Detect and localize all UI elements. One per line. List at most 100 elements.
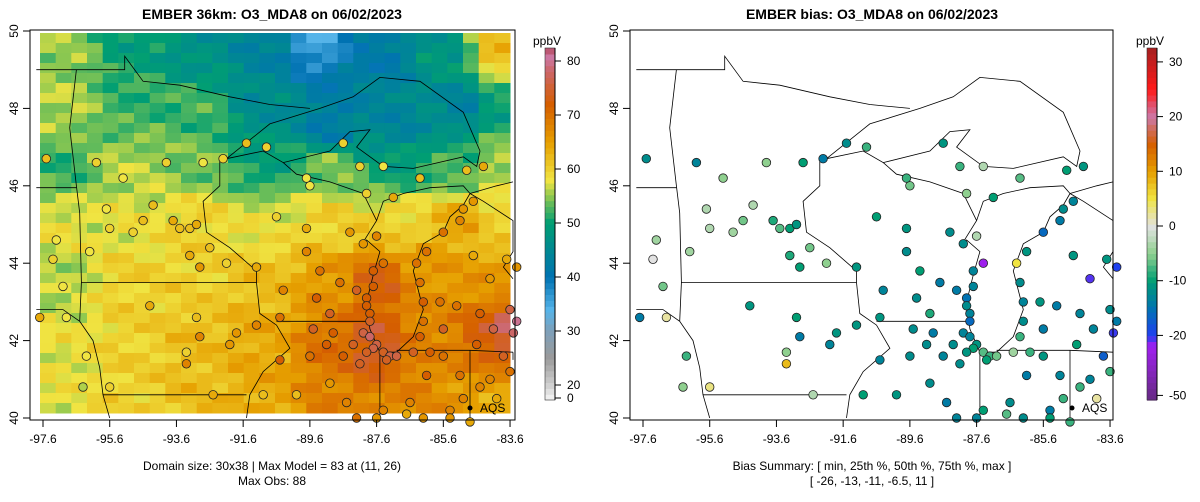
grid-cell	[55, 33, 72, 44]
colorbar-segment	[1147, 312, 1157, 319]
site-marker	[381, 355, 392, 365]
grid-cell	[306, 373, 323, 384]
colorbar-segment	[545, 206, 555, 213]
grid-cell	[228, 283, 245, 294]
grid-cell	[196, 313, 213, 324]
grid-cell	[369, 403, 386, 414]
grid-cell	[400, 263, 417, 274]
grid-cell	[384, 313, 401, 324]
grid-cell	[478, 383, 495, 394]
grid-cell	[478, 83, 495, 94]
grid-cell	[337, 193, 354, 204]
site-marker	[191, 219, 202, 230]
grid-cell	[463, 203, 480, 214]
grid-cell	[118, 323, 135, 334]
grid-cell	[71, 143, 88, 154]
grid-cell	[134, 113, 151, 124]
grid-cell	[134, 143, 151, 154]
grid-cell	[181, 393, 198, 404]
grid-cell	[196, 113, 213, 124]
site-marker	[161, 157, 172, 168]
grid-cell	[494, 83, 511, 94]
grid-cell	[337, 403, 354, 414]
colorbar-segment	[545, 112, 555, 119]
grid-cell	[149, 353, 166, 364]
grid-cell	[353, 243, 370, 254]
site-marker	[104, 223, 115, 234]
site-marker	[421, 246, 432, 257]
colorbar-segment	[545, 212, 555, 219]
grid-cell	[369, 223, 386, 234]
grid-cell	[196, 323, 213, 334]
grid-cell	[259, 253, 276, 264]
grid-cell	[165, 373, 182, 384]
y-tick-label: 40	[607, 411, 621, 425]
grid-cell	[55, 243, 72, 254]
grid-cell	[306, 343, 323, 354]
grid-cell	[478, 203, 495, 214]
grid-cell	[181, 343, 198, 354]
grid-cell	[494, 183, 511, 194]
grid-cell	[228, 203, 245, 214]
grid-cell	[447, 133, 464, 144]
grid-cell	[55, 173, 72, 184]
grid-cell	[149, 143, 166, 154]
grid-cell	[165, 133, 182, 144]
grid-cell	[149, 73, 166, 84]
site-marker	[1025, 347, 1035, 357]
grid-cell	[228, 173, 245, 184]
grid-cell	[196, 263, 213, 274]
site-marker	[415, 332, 425, 342]
grid-cell	[494, 113, 511, 124]
x-tick-label: -97.6	[29, 432, 57, 446]
site-marker	[728, 227, 738, 237]
site-marker	[502, 254, 512, 264]
grid-cell	[275, 303, 292, 314]
site-marker	[198, 157, 208, 168]
grid-cell	[275, 233, 292, 244]
colorbar-segment	[545, 218, 555, 225]
site-marker	[841, 138, 852, 148]
grid-cell	[102, 293, 119, 304]
site-marker	[948, 339, 958, 350]
grid-cell	[259, 163, 276, 174]
grid-cell	[87, 123, 104, 134]
grid-cell	[71, 223, 88, 234]
grid-cell	[212, 93, 229, 104]
grid-cell	[494, 193, 511, 204]
grid-cell	[494, 73, 511, 84]
site-marker	[418, 297, 429, 307]
grid-cell	[322, 403, 339, 414]
site-marker	[875, 312, 885, 323]
grid-cell	[55, 63, 72, 74]
boundary-line	[636, 309, 711, 419]
colorbar-segment	[1147, 100, 1157, 108]
grid-cell	[416, 393, 433, 404]
grid-cell	[337, 383, 354, 394]
grid-cell	[165, 393, 182, 404]
site-marker	[935, 277, 945, 288]
grid-cell	[259, 63, 276, 74]
grid-cell	[337, 113, 354, 124]
grid-cell	[196, 193, 213, 204]
site-marker	[951, 413, 962, 423]
grid-cell	[259, 93, 276, 104]
plot-frame	[29, 29, 516, 421]
colorbar-segment	[1147, 282, 1157, 290]
grid-cell	[275, 403, 292, 414]
colorbar-segment	[1147, 229, 1157, 237]
grid-cell	[353, 303, 370, 314]
grid-cell	[384, 243, 401, 254]
grid-cell	[384, 213, 401, 224]
grid-cell	[494, 103, 511, 114]
site-marker	[181, 359, 192, 369]
grid-cell	[275, 123, 292, 134]
grid-cell	[181, 273, 198, 284]
grid-cell	[353, 383, 370, 394]
grid-cell	[416, 93, 433, 104]
grid-cell	[384, 83, 401, 94]
grid-cell	[337, 273, 354, 284]
grid-cell	[290, 293, 307, 304]
site-marker	[101, 204, 112, 214]
grid-cell	[463, 93, 480, 104]
